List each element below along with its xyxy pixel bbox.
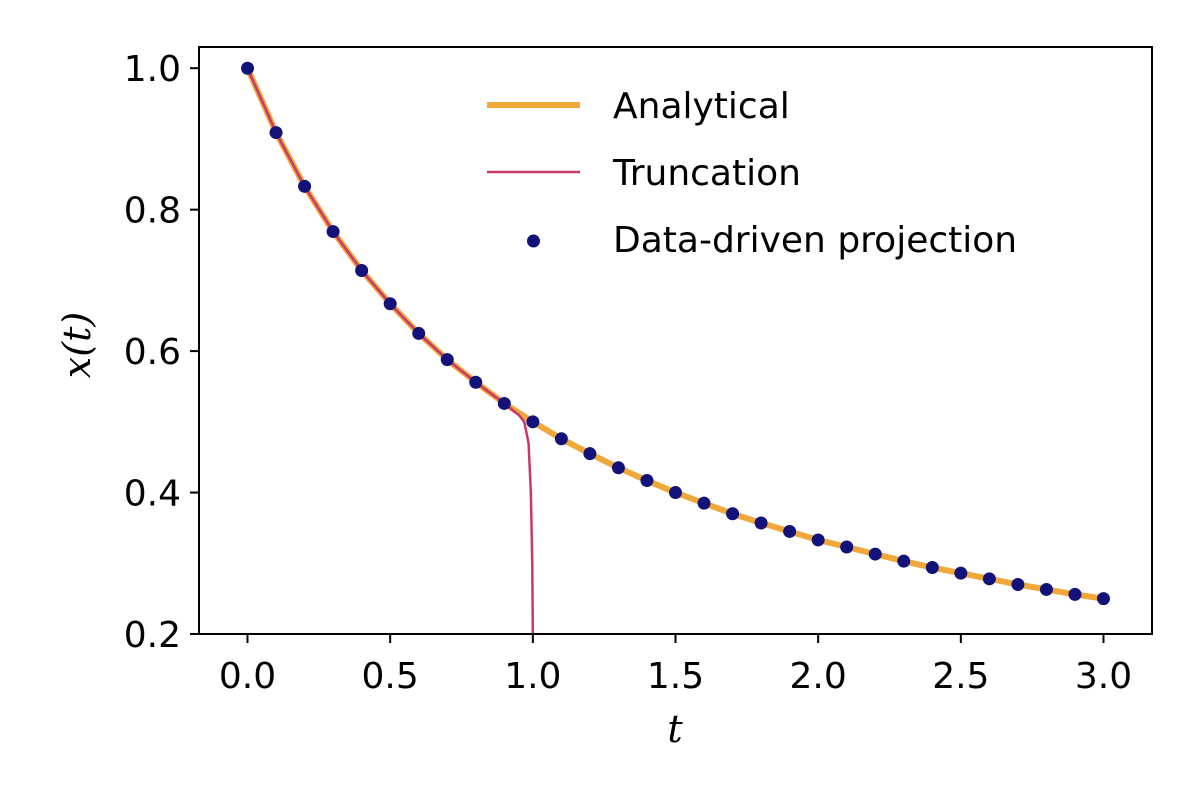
data-point: [1039, 582, 1053, 596]
data-point: [1011, 577, 1025, 591]
legend-swatch: [527, 234, 540, 248]
data-point: [954, 566, 968, 580]
data-point: [355, 263, 369, 277]
y-tick-label: 0.2: [124, 615, 181, 656]
data-point: [526, 415, 540, 429]
y-axis-label: x(t): [55, 312, 99, 378]
data-point: [269, 126, 283, 140]
plot-frame: [198, 46, 1153, 635]
data-point: [1096, 592, 1110, 606]
legend-label: Analytical: [613, 86, 790, 127]
legend-label: Truncation: [612, 153, 801, 194]
y-tick-label: 1.0: [124, 49, 181, 90]
y-tick-label: 0.4: [124, 474, 181, 515]
data-point: [1068, 587, 1082, 601]
data-point: [469, 375, 483, 389]
data-point: [897, 554, 911, 568]
data-point: [811, 533, 825, 547]
x-tick-label: 1.0: [504, 656, 561, 697]
data-point: [754, 516, 768, 530]
data-point: [840, 540, 854, 554]
data-point: [982, 572, 996, 586]
data-point: [783, 524, 797, 538]
legend-label: Data-driven projection: [613, 220, 1017, 261]
data-point: [925, 561, 939, 575]
data-point: [640, 474, 654, 488]
x-tick-label: 0.0: [219, 656, 276, 697]
data-point: [726, 507, 740, 521]
data-point: [412, 326, 426, 340]
data-point: [583, 447, 597, 461]
data-point: [440, 353, 454, 367]
y-tick-label: 0.8: [124, 191, 181, 232]
x-tick-label: 3.0: [1075, 656, 1132, 697]
data-point: [697, 496, 711, 510]
x-axis: 0.0 0.5 1.0 1.5 2.0 2.5 3.0: [219, 634, 1132, 697]
data-point: [241, 61, 255, 75]
plot-area: [241, 61, 1110, 634]
series-line-analytical: [244, 65, 1107, 602]
series-line-truncation: [246, 66, 535, 634]
data-point: [497, 396, 511, 410]
y-axis: 0.2 0.4 0.6 0.8 1.0: [124, 49, 199, 656]
data-point: [298, 179, 312, 193]
data-point: [383, 297, 397, 311]
x-tick-label: 0.5: [362, 656, 419, 697]
y-tick-label: 0.6: [124, 332, 181, 373]
data-point: [868, 547, 882, 561]
x-tick-label: 2.0: [790, 656, 847, 697]
x-tick-label: 1.5: [647, 656, 704, 697]
data-point: [326, 225, 340, 239]
legend: Analytical Truncation Data-driven projecti…: [487, 86, 1017, 261]
x-axis-label: t: [667, 707, 683, 751]
data-point: [669, 486, 682, 500]
x-tick-label: 2.5: [932, 656, 989, 697]
data-point: [611, 461, 625, 475]
data-point: [554, 432, 568, 446]
